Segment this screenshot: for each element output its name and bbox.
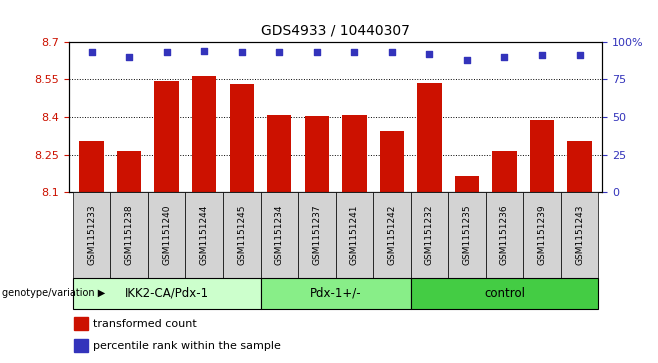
Point <box>424 51 435 57</box>
Bar <box>261 278 411 309</box>
Bar <box>305 116 329 192</box>
Bar <box>380 131 404 192</box>
Bar <box>373 192 411 278</box>
Point <box>124 54 134 60</box>
Text: GSM1151245: GSM1151245 <box>238 205 246 265</box>
Text: GSM1151232: GSM1151232 <box>425 205 434 265</box>
Point <box>86 49 97 55</box>
Text: GSM1151236: GSM1151236 <box>500 205 509 265</box>
Text: GSM1151242: GSM1151242 <box>388 205 396 265</box>
Point <box>574 52 585 58</box>
Bar <box>117 151 141 192</box>
Title: GDS4933 / 10440307: GDS4933 / 10440307 <box>261 24 410 38</box>
Text: genotype/variation ▶: genotype/variation ▶ <box>2 288 105 298</box>
Bar <box>155 81 179 192</box>
Bar <box>411 278 598 309</box>
Point <box>349 49 360 55</box>
Bar <box>411 192 448 278</box>
Bar <box>73 192 111 278</box>
Point <box>274 49 284 55</box>
Bar <box>148 192 186 278</box>
Bar <box>261 192 298 278</box>
Bar <box>111 192 148 278</box>
Bar <box>186 192 223 278</box>
Text: GSM1151244: GSM1151244 <box>200 205 209 265</box>
Text: GSM1151239: GSM1151239 <box>538 205 547 265</box>
Bar <box>561 192 598 278</box>
Point <box>462 57 472 63</box>
Bar <box>73 278 261 309</box>
Bar <box>223 192 261 278</box>
Point <box>537 52 547 58</box>
Bar <box>455 176 479 192</box>
Text: GSM1151243: GSM1151243 <box>575 205 584 265</box>
Bar <box>80 141 104 192</box>
Text: GSM1151241: GSM1151241 <box>350 205 359 265</box>
Bar <box>567 141 592 192</box>
Bar <box>492 151 517 192</box>
Text: GSM1151238: GSM1151238 <box>124 205 134 265</box>
Point <box>387 49 397 55</box>
Bar <box>417 83 442 192</box>
Text: GSM1151235: GSM1151235 <box>463 205 471 265</box>
Text: GSM1151240: GSM1151240 <box>162 205 171 265</box>
Bar <box>530 119 554 192</box>
Text: GSM1151237: GSM1151237 <box>313 205 321 265</box>
Text: GSM1151233: GSM1151233 <box>87 205 96 265</box>
Bar <box>230 85 254 192</box>
Bar <box>342 115 367 192</box>
Bar <box>486 192 523 278</box>
Text: GSM1151234: GSM1151234 <box>275 205 284 265</box>
Bar <box>523 192 561 278</box>
Point <box>236 49 247 55</box>
Point <box>161 49 172 55</box>
Bar <box>267 115 291 192</box>
Text: transformed count: transformed count <box>93 319 197 329</box>
Bar <box>448 192 486 278</box>
Text: percentile rank within the sample: percentile rank within the sample <box>93 341 281 351</box>
Point <box>199 48 209 54</box>
Bar <box>192 76 216 192</box>
Bar <box>336 192 373 278</box>
Bar <box>74 317 88 330</box>
Point <box>311 49 322 55</box>
Bar <box>74 339 88 352</box>
Bar <box>298 192 336 278</box>
Text: IKK2-CA/Pdx-1: IKK2-CA/Pdx-1 <box>124 287 209 299</box>
Point <box>499 54 510 60</box>
Text: Pdx-1+/-: Pdx-1+/- <box>310 287 361 299</box>
Text: control: control <box>484 287 525 299</box>
